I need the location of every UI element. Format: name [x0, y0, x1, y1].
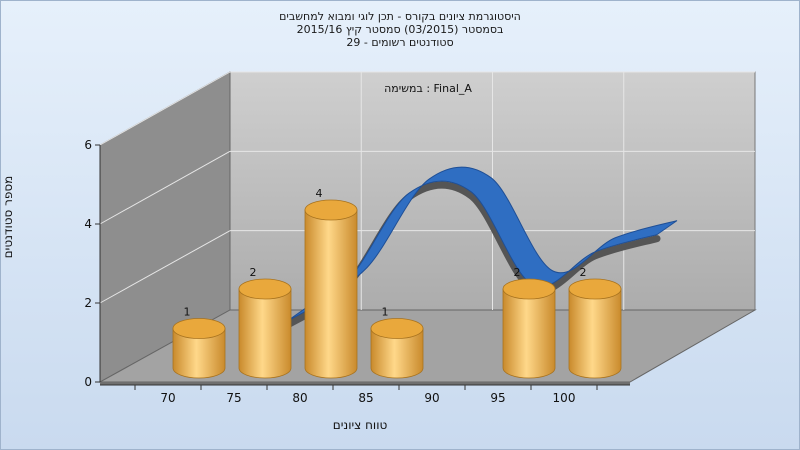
chart-title-line-1: היסטוגרמת ציונים בקורס - תכן לוגי ומבוא … [279, 10, 521, 23]
bar-body [304, 209, 358, 379]
y-tick-label: 2 [84, 296, 92, 310]
bar-body [172, 328, 226, 379]
chart-annotation: במשימה : Final_A [384, 82, 472, 95]
gridline-side [99, 150, 231, 225]
bar-top [502, 278, 556, 300]
bar [568, 278, 622, 379]
x-tick-label: 80 [292, 391, 307, 405]
x-tick-label: 75 [226, 391, 241, 405]
x-tick-label: 100 [553, 391, 576, 405]
data-label: 1 [382, 306, 389, 319]
data-label: 2 [580, 266, 587, 279]
bar [172, 318, 226, 379]
bar [502, 278, 556, 379]
gridlines [95, 71, 755, 390]
floor-edge [100, 382, 630, 385]
labels-layer: 0 2 4 6 70 75 80 85 90 95 100 במשימה : Final_A 1 2 4 1 2… [84, 82, 586, 405]
bar-body [370, 328, 424, 379]
bar-top [238, 278, 292, 300]
bar-body [502, 288, 556, 379]
x-tick-label: 70 [160, 391, 175, 405]
bar-body [238, 288, 292, 379]
bar [238, 278, 292, 379]
data-label: 4 [316, 187, 323, 200]
data-label: 2 [250, 266, 257, 279]
bar-body [568, 288, 622, 379]
y-tick-label: 6 [84, 138, 92, 152]
gridline-side [99, 230, 231, 304]
x-tick-label: 85 [358, 391, 373, 405]
gridline-side [99, 71, 231, 146]
x-tick-label: 90 [424, 391, 439, 405]
chart-title-line-3: סטודנטים רשומים - 29 [346, 36, 454, 49]
bar-top [304, 199, 358, 221]
y-tick-label: 0 [84, 375, 92, 389]
chart-title-line-2: בסמסטר (03/2015) סמסטר קיץ 2015/16 [296, 23, 504, 36]
bar-top [568, 278, 622, 300]
bar-top [172, 318, 226, 339]
x-axis-label: טווח ציונים [332, 418, 388, 432]
bar [304, 199, 358, 379]
bar-top [370, 318, 424, 339]
y-tick-label: 4 [84, 217, 92, 231]
ribbon-surface [284, 166, 678, 324]
data-label: 2 [514, 266, 521, 279]
bar [370, 318, 424, 379]
x-tick-label: 95 [490, 391, 505, 405]
data-label: 1 [184, 306, 191, 319]
bars-layer [172, 199, 622, 379]
